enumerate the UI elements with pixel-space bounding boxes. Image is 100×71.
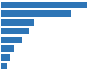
Bar [1,37,22,43]
Bar [1,54,10,60]
Bar [1,45,14,52]
Bar [1,19,34,26]
Bar [1,28,29,34]
Bar [1,63,7,69]
Bar [1,11,71,17]
Bar [1,2,87,8]
